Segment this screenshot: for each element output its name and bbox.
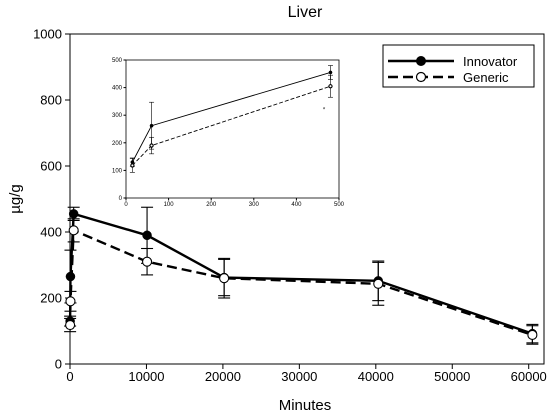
x-tick-label: 20000 [205,369,241,384]
legend-marker-innovator [416,56,426,66]
inset-x-tick-label: 300 [249,202,260,208]
inset-y-tick-label: 300 [112,113,123,119]
inset-chart: 0 100 200 300 400 500 0 100 200 300 400 500 * [112,56,345,208]
inset-y-tick-label: 0 [119,196,123,202]
main-series-layer [64,206,539,345]
data-point-generic [373,278,384,289]
x-tick-label: 50000 [434,369,470,384]
inset-x-tick-label: 0 [124,202,128,208]
inset-series-layer [129,65,333,173]
legend-label-innovator: Innovator [463,54,518,69]
x-tick-label: 0 [66,369,73,384]
x-tick-label: 40000 [358,369,394,384]
inset-x-tick-label: 400 [291,202,302,208]
inset-data-point-innovator [149,123,154,128]
y-tick-label: 400 [40,225,62,240]
y-tick-label: 600 [40,159,62,174]
inset-x-tick-label: 500 [334,202,345,208]
inset-data-point-generic [149,143,154,148]
inset-data-point-generic [130,163,135,168]
inset-x-tick-label: 200 [206,202,217,208]
data-point-generic [142,256,153,267]
data-point-innovator [68,209,79,219]
data-point-innovator [142,230,152,241]
y-tick-label: 800 [40,93,62,108]
data-point-generic [527,329,538,341]
y-axis-title: µg/g [7,184,24,214]
x-tick-label: 10000 [128,369,164,384]
inset-data-point-innovator [328,70,333,75]
data-point-generic [65,320,76,331]
series-line-innovator [68,212,533,335]
inset-background [114,56,340,198]
inset-annotation: * [323,107,326,113]
x-tick-label: 60000 [511,369,547,384]
plot-area [69,33,545,365]
inset-y-tick-label: 500 [112,58,123,64]
legend: Innovator Generic [382,44,535,88]
legend-marker-generic [415,71,427,83]
inset-x-tick-label: 100 [164,202,175,208]
data-point-generic [68,225,79,236]
inset-y-tick-label: 400 [112,86,123,92]
inset-data-point-generic [328,84,333,89]
main-axis-ticks: 0 10000 20000 30000 40000 50000 60000020040060… [33,27,547,385]
x-axis-title: Minutes [279,397,332,414]
data-point-generic [219,273,230,284]
y-tick-label: 200 [40,291,62,306]
legend-box [382,44,535,88]
legend-label-generic: Generic [463,70,509,85]
data-point-generic [65,296,76,307]
inset-y-tick-label: 100 [112,168,123,174]
chart-title: Liver [288,4,323,21]
inset-y-tick-label: 200 [112,141,123,147]
inset-plot-area [125,59,340,199]
series-line-generic [68,228,533,337]
y-tick-label: 0 [55,357,62,372]
inset-axis-ticks: 0 100 200 300 400 500 0 100 200 300 400 500 [112,58,345,208]
x-tick-label: 30000 [281,369,317,384]
y-tick-label: 1000 [33,27,62,42]
